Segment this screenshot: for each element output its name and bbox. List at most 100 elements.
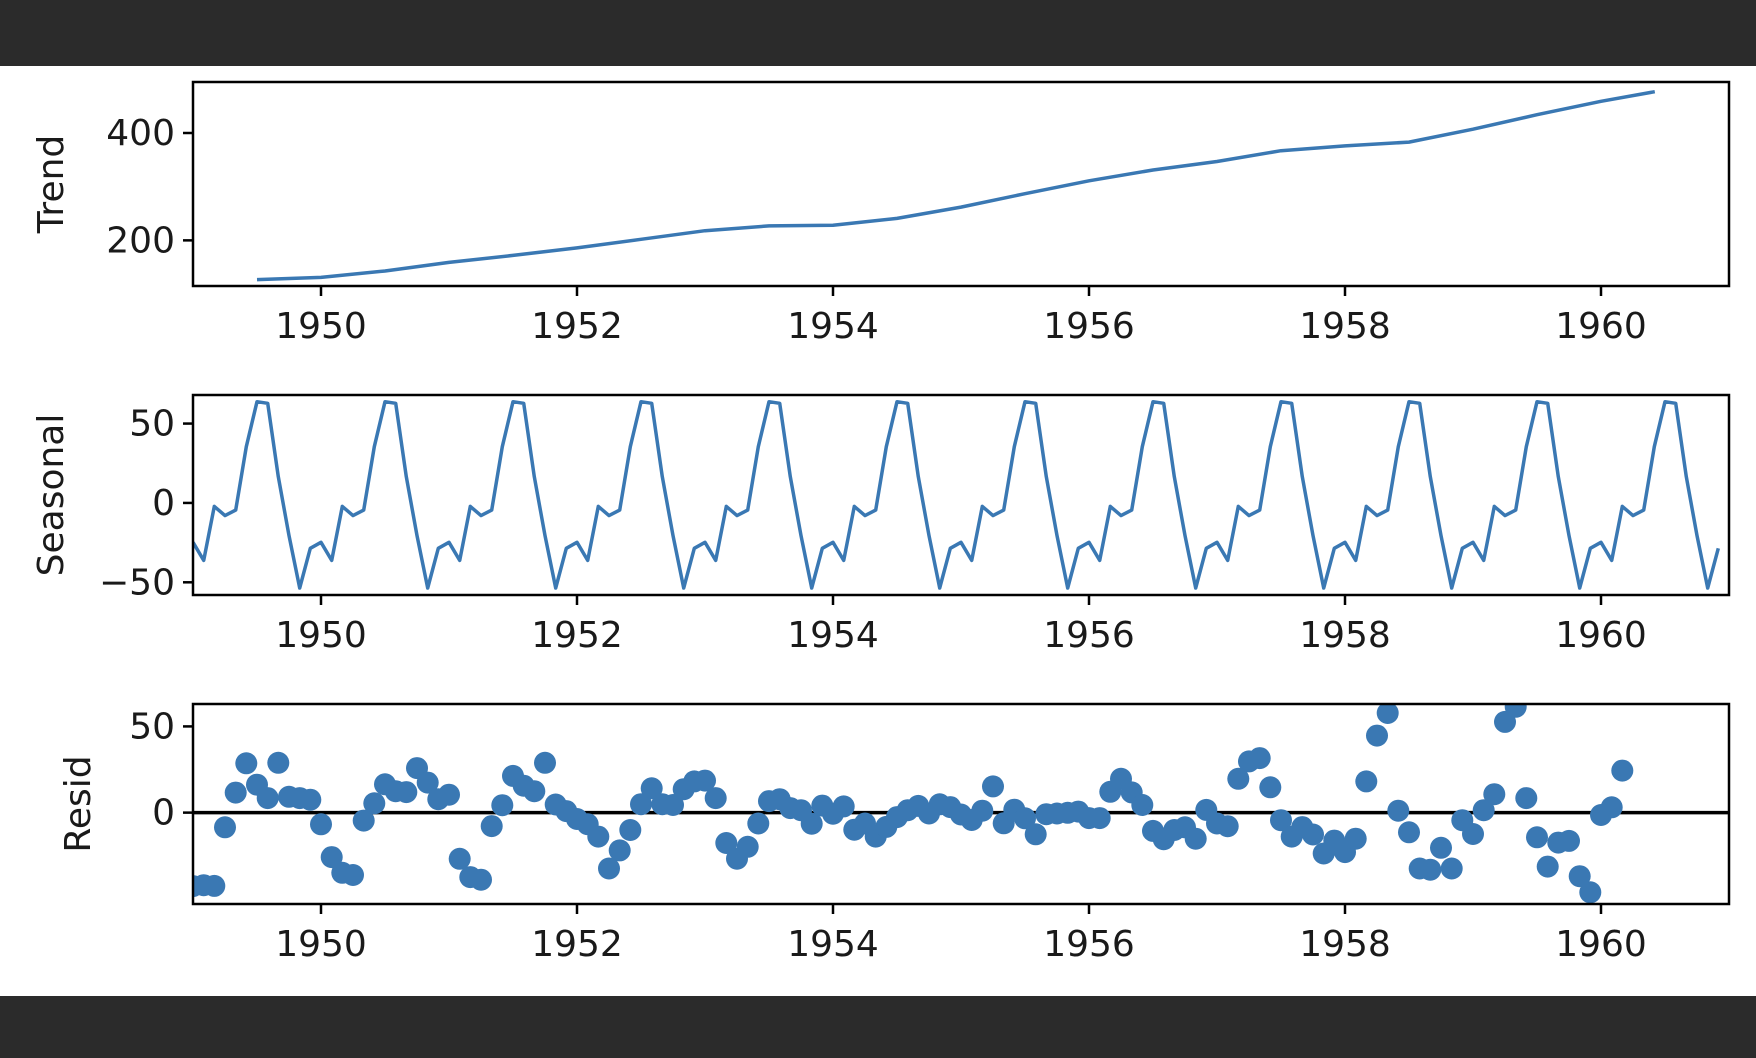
x-tick-label: 1950 [275, 306, 367, 347]
x-tick-label: 1954 [787, 615, 879, 656]
resid-point [1430, 836, 1452, 859]
trend-line [256, 89, 1656, 282]
resid-point [619, 819, 642, 841]
x-tick-label: 1952 [531, 306, 623, 347]
seasonal-line [193, 399, 1720, 590]
axes-frame [191, 702, 1731, 906]
resid-point [1579, 881, 1602, 904]
resid-point [438, 783, 460, 806]
resid-point [1419, 858, 1442, 881]
x-tick-label: 1956 [1043, 306, 1135, 347]
axes-frame [191, 80, 1731, 288]
resid-point [832, 795, 855, 818]
resid-point [320, 846, 343, 869]
resid-point [1344, 827, 1367, 850]
resid-point [1600, 796, 1623, 819]
resid-point [267, 751, 290, 774]
x-tick-label: 1958 [1299, 615, 1391, 656]
resid-point [1387, 799, 1410, 822]
y-tick-label: 200 [106, 220, 175, 261]
resid-point [1462, 823, 1484, 845]
resid-point [1483, 783, 1506, 806]
resid-point [203, 874, 226, 897]
resid-point [715, 832, 738, 854]
resid-point [1216, 815, 1239, 838]
x-tick-label: 1954 [787, 306, 879, 347]
resid-point [982, 775, 1004, 798]
resid-point [342, 864, 364, 886]
resid-point [587, 825, 610, 848]
x-tick-label: 1960 [1555, 615, 1647, 656]
resid-point [1227, 767, 1250, 790]
y-tick-label: 0 [152, 793, 175, 834]
resid-point [1355, 770, 1378, 793]
resid-point [1526, 826, 1548, 849]
y-tick-label: 50 [129, 404, 175, 445]
resid-point [1536, 855, 1559, 878]
x-tick-label: 1958 [1299, 924, 1391, 965]
resid-point [235, 752, 258, 775]
x-tick-label: 1954 [787, 924, 879, 965]
resid-point [299, 788, 322, 811]
y-tick-label: −50 [99, 562, 175, 603]
resid-point [363, 792, 386, 815]
resid-point [1302, 823, 1324, 846]
x-tick-label: 1956 [1043, 924, 1135, 965]
resid-point [491, 794, 514, 817]
resid-point [1568, 865, 1591, 888]
resid-point [1024, 823, 1047, 846]
resid-point [416, 771, 439, 794]
resid-point [310, 813, 332, 836]
y-tick-label: 400 [106, 113, 175, 154]
resid-point [630, 793, 652, 816]
resid-point [800, 812, 823, 835]
y-tick-label: 0 [152, 483, 175, 524]
x-tick-label: 1950 [275, 924, 367, 965]
resid-point [448, 847, 471, 870]
x-tick-label: 1958 [1299, 306, 1391, 347]
resid-point [395, 781, 418, 804]
resid-point [704, 787, 727, 810]
resid-point [480, 815, 503, 838]
plot-region [256, 89, 1656, 282]
resid-point [352, 809, 375, 832]
panel-trend: 1950 1952 1954 1956 1958 1960 200 400 Trend [31, 80, 1731, 347]
resid-point [256, 787, 279, 810]
resid-point [1131, 794, 1154, 816]
resid-point [470, 868, 492, 891]
resid-point [1270, 809, 1292, 832]
panel-seasonal: 1950 1952 1954 1956 1958 1960 −50 0 50 Seasonal [31, 393, 1731, 656]
resid-point [1472, 799, 1495, 822]
resid-point [534, 751, 556, 774]
resid-point [224, 781, 247, 804]
x-tick-label: 1950 [275, 615, 367, 656]
x-tick-label: 1952 [531, 924, 623, 965]
x-tick-label: 1960 [1555, 306, 1647, 347]
resid-point [971, 799, 994, 822]
resid-point [1259, 776, 1282, 799]
x-tick-label: 1952 [531, 615, 623, 656]
y-axis-label: Seasonal [31, 414, 72, 577]
panel-resid: 1950 1952 1954 1956 1958 1960 0 50 Resid [58, 702, 1731, 965]
resid-point [694, 769, 716, 792]
plot-region [193, 704, 1729, 904]
resid-point [523, 780, 546, 803]
x-tick-label: 1956 [1043, 615, 1135, 656]
x-tick-label: 1960 [1555, 924, 1647, 965]
resid-point [1248, 747, 1271, 770]
resid-point [747, 812, 770, 835]
resid-point [1366, 724, 1388, 747]
resid-point [1376, 704, 1399, 724]
resid-point [1440, 857, 1463, 880]
resid-point [1398, 821, 1420, 844]
y-axis-label: Resid [58, 755, 99, 852]
resid-point [598, 857, 620, 880]
resid-point [1515, 787, 1538, 810]
y-tick-label: 50 [129, 706, 175, 747]
y-axis-label: Trend [31, 135, 72, 235]
resid-point [1088, 807, 1111, 830]
resid-point [736, 835, 759, 858]
resid-point [1558, 829, 1580, 852]
resid-point [640, 777, 663, 800]
